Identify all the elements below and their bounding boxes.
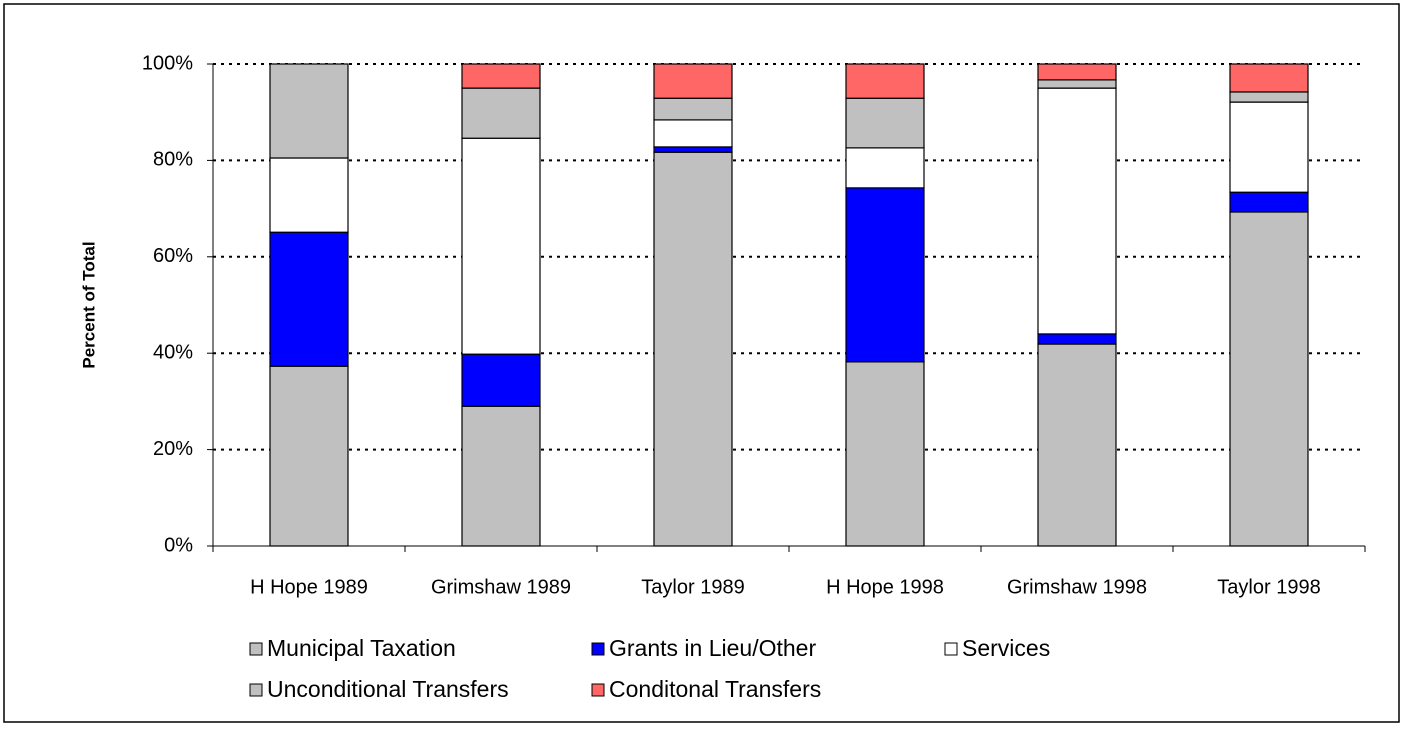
y-tick-label: 20%: [153, 438, 193, 460]
x-tick-label: Taylor 1998: [1217, 576, 1320, 598]
bar-segment: [1037, 343, 1117, 547]
legend-label: Services: [962, 635, 1050, 661]
bar-segment: [1229, 63, 1309, 93]
bar-segment: [1229, 211, 1309, 547]
bar-segment: [653, 151, 733, 547]
y-tick-label: 60%: [153, 245, 193, 267]
legend-swatch: [249, 642, 263, 656]
bar-segment: [845, 63, 925, 99]
bar-segment: [653, 146, 733, 153]
bar-segment: [653, 63, 733, 99]
bar-segment: [653, 97, 733, 121]
bar-segment: [1037, 63, 1117, 81]
bar-segment: [461, 63, 541, 89]
y-tick-label: 80%: [153, 149, 193, 171]
bar-segment: [1229, 91, 1309, 103]
x-tick-label: H Hope 1998: [826, 576, 944, 598]
bar-segment: [845, 187, 925, 363]
y-tick-label: 40%: [153, 341, 193, 363]
bar-segment: [845, 97, 925, 149]
bar-segment: [461, 137, 541, 355]
bar-segment: [1229, 191, 1309, 213]
bar-segment: [461, 353, 541, 407]
y-axis-label: Percent of Total: [79, 241, 98, 368]
legend-swatch: [591, 642, 605, 656]
bar-segment: [1037, 333, 1117, 345]
bar-segment: [845, 147, 925, 189]
legend-label: Unconditional Transfers: [267, 676, 509, 702]
bar-segment: [269, 63, 349, 159]
legend-label: Municipal Taxation: [267, 635, 456, 661]
y-tick-label: 0%: [164, 534, 193, 556]
bar-segment: [1229, 101, 1309, 193]
bar-segment: [461, 405, 541, 547]
x-tick-label: Grimshaw 1989: [431, 576, 571, 598]
y-tick-label: 100%: [142, 52, 193, 74]
legend-label: Grants in Lieu/Other: [609, 635, 816, 661]
x-tick-label: Grimshaw 1998: [1007, 576, 1147, 598]
bar-segment: [1037, 87, 1117, 335]
bar-segment: [461, 87, 541, 139]
legend-swatch: [249, 683, 263, 697]
bar-segment: [1037, 79, 1117, 89]
bar-segment: [845, 361, 925, 547]
legend-swatch: [944, 642, 958, 656]
x-tick-label: Taylor 1989: [641, 576, 744, 598]
bar-segment: [269, 231, 349, 367]
bar-segment: [269, 157, 349, 233]
legend-label: Conditonal Transfers: [609, 676, 821, 702]
legend-swatch: [591, 683, 605, 697]
x-tick-label: H Hope 1989: [250, 576, 368, 598]
bar-segment: [653, 119, 733, 148]
bar-segment: [269, 365, 349, 547]
